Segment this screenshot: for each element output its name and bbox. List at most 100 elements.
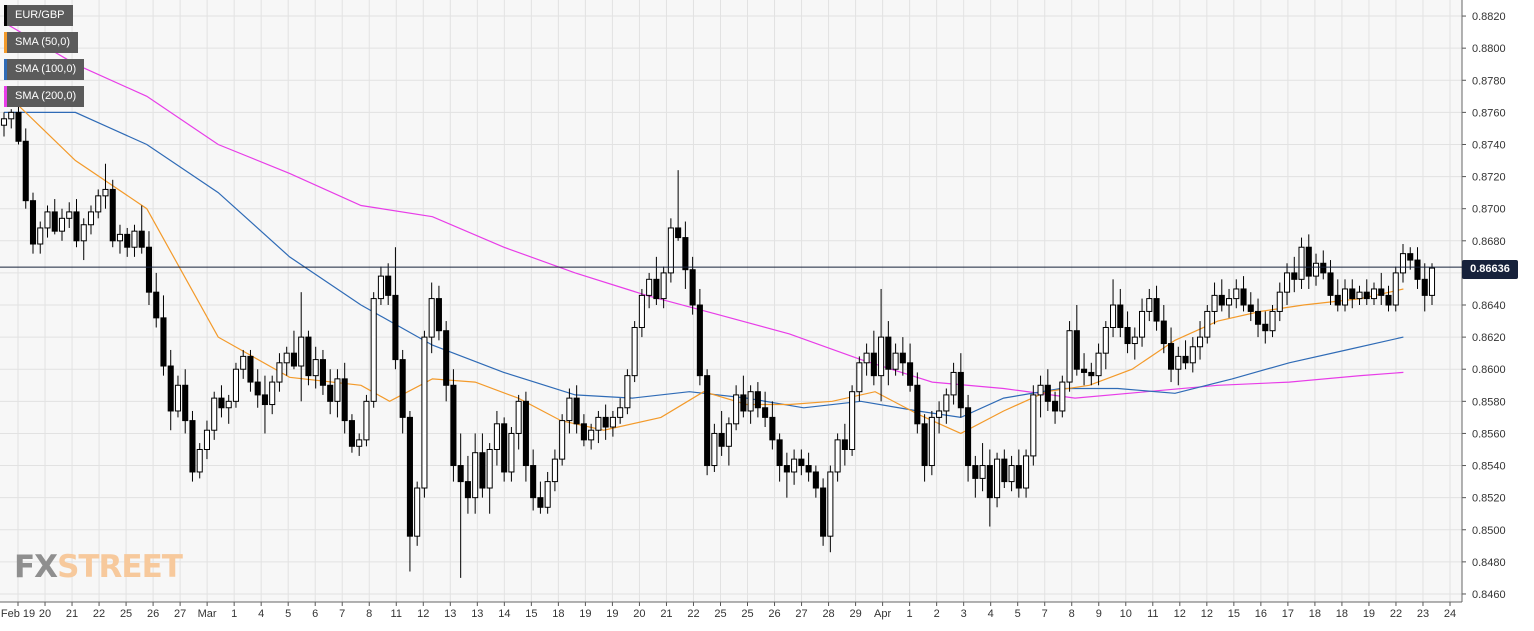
candle-body-bull	[269, 381, 276, 406]
x-tick-label: 19	[1363, 608, 1375, 620]
candle-body-bear	[754, 391, 761, 409]
y-tick-label: 0.8680	[1472, 236, 1506, 248]
candle-body-bear	[1262, 323, 1269, 332]
candle	[704, 369, 711, 476]
legend-swatch	[4, 5, 7, 26]
candle	[798, 449, 805, 476]
candle-body-bull	[1066, 330, 1073, 383]
y-tick-label: 0.8740	[1472, 139, 1506, 151]
x-tick-label: 7	[1042, 608, 1048, 620]
x-tick-label: 18	[552, 608, 564, 620]
candle	[464, 455, 471, 514]
candle	[689, 256, 696, 315]
x-tick-label: Feb 19	[1, 608, 35, 620]
candle	[1095, 343, 1102, 386]
candle-body-bull	[827, 471, 834, 537]
candle-body-bull	[8, 111, 15, 120]
candle	[631, 321, 638, 383]
candle-body-bull	[979, 465, 986, 479]
moving-averages	[3, 21, 1404, 435]
candle-body-bull	[1370, 288, 1378, 300]
candle-body-bear	[319, 359, 326, 386]
candle	[624, 369, 631, 415]
x-tick-label: 25	[120, 608, 132, 620]
x-tick-label: 22	[1390, 608, 1402, 620]
legend-item-sma-100[interactable]: SMA (100,0)	[4, 59, 85, 80]
current-price-badge: 0.86636	[1462, 260, 1518, 279]
candle	[1160, 305, 1167, 354]
candle	[943, 388, 950, 424]
candle	[486, 443, 493, 514]
legend-item-sma-200[interactable]: SMA (200,0)	[4, 86, 85, 107]
candle	[711, 423, 718, 472]
x-tick-label: 13	[471, 608, 483, 620]
candle	[733, 385, 740, 431]
candle-body-bull	[1233, 288, 1240, 300]
candle-body-bear	[1421, 278, 1428, 296]
x-tick-label: 15	[525, 608, 537, 620]
candle-body-bear	[1117, 304, 1124, 328]
candle	[921, 414, 928, 482]
candle	[1320, 250, 1327, 280]
legend-item-sma-50[interactable]: SMA (50,0)	[4, 32, 79, 53]
candle	[870, 330, 877, 386]
candle-body-bull	[240, 355, 247, 370]
x-tick-label: 6	[312, 608, 318, 620]
candle-body-bear	[1073, 330, 1080, 370]
candle-body-bear	[972, 465, 979, 479]
candle	[812, 465, 819, 498]
candle-body-bear	[22, 140, 29, 202]
candle	[609, 410, 616, 437]
candle-body-bear	[1015, 465, 1022, 489]
x-tick-label: 18	[1336, 608, 1348, 620]
candle	[435, 285, 442, 341]
candle-body-bull	[1276, 291, 1283, 312]
candle-body-bull	[508, 432, 515, 473]
legend-item-eurgbp[interactable]: EUR/GBP	[4, 5, 73, 26]
x-tick-label: 27	[174, 608, 186, 620]
candle-body-bull	[725, 423, 732, 447]
x-tick-label: 15	[1228, 608, 1240, 620]
candle	[1211, 282, 1218, 325]
candle	[218, 385, 225, 418]
candle	[472, 433, 479, 514]
candle-body-bear	[762, 407, 769, 418]
candle-body-bear	[1052, 400, 1059, 412]
sma-50-line	[3, 91, 1404, 435]
candle-body-bull	[551, 458, 558, 483]
candle	[1283, 263, 1291, 306]
candle	[95, 189, 102, 219]
candle-body-bear	[290, 352, 297, 367]
candle-body-bull	[631, 326, 638, 377]
candle-body-bear	[443, 330, 450, 386]
x-tick-label: 20	[633, 608, 645, 620]
candle	[116, 224, 124, 254]
x-tick-label: 26	[768, 608, 780, 620]
candle-body-bear	[305, 336, 312, 377]
y-tick-label: 0.8780	[1472, 75, 1506, 87]
candle-body-bear	[1378, 288, 1385, 296]
candle-body-bear	[530, 465, 537, 499]
candle	[1269, 305, 1276, 338]
candle-body-bull	[609, 416, 616, 428]
candle	[377, 266, 384, 306]
candle	[1421, 263, 1428, 312]
candle	[899, 337, 906, 376]
candle-body-bull	[37, 227, 44, 245]
candle	[747, 385, 754, 424]
candle	[1370, 282, 1378, 306]
candle	[254, 369, 261, 408]
candle-body-bear	[457, 465, 464, 483]
candle-body-bull	[928, 416, 935, 467]
candle	[783, 452, 790, 498]
candle-body-bull	[225, 400, 232, 409]
candle	[878, 288, 885, 402]
candle-body-bull	[356, 439, 363, 447]
candle-body-bull	[667, 227, 674, 274]
candle	[849, 385, 856, 456]
x-tick-label: 17	[1282, 608, 1294, 620]
candle	[994, 452, 1001, 508]
candle-body-bull	[856, 362, 863, 393]
candle-body-bear	[138, 230, 145, 248]
candle-body-bull	[472, 452, 479, 499]
